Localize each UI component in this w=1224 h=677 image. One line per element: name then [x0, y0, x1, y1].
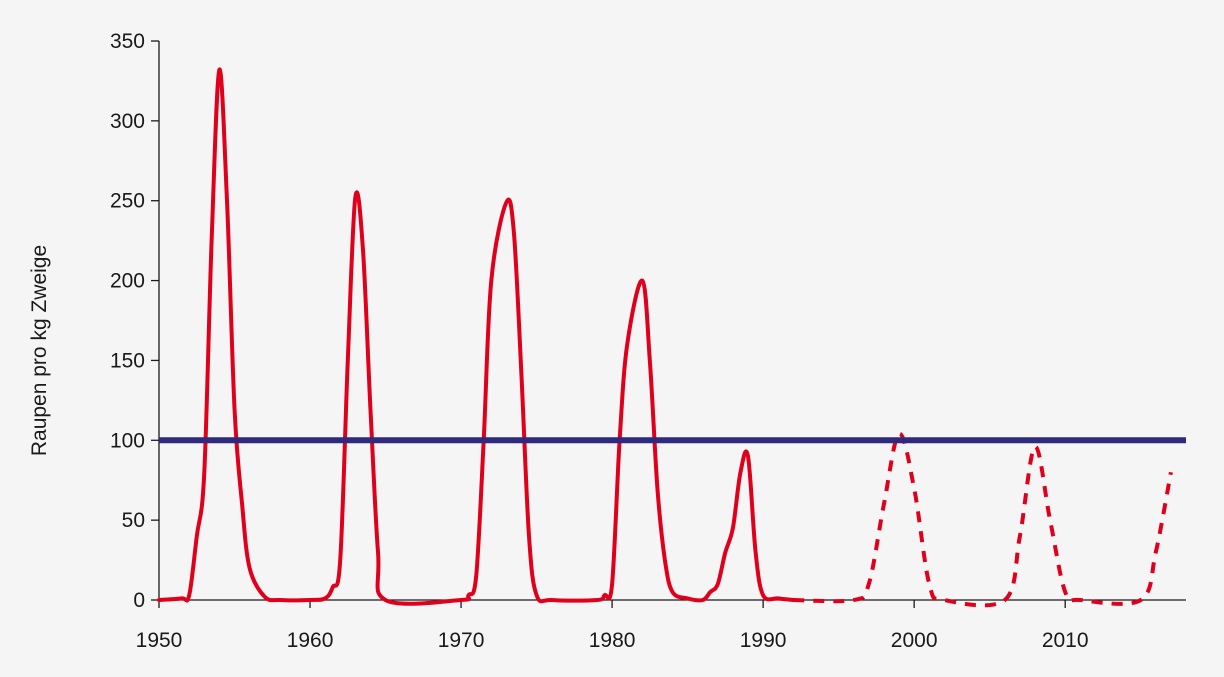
x-tick-label: 2000 — [891, 629, 938, 652]
y-tick-label: 350 — [110, 30, 145, 53]
x-tick-label: 2010 — [1042, 629, 1089, 652]
y-tick-label: 300 — [110, 110, 145, 133]
y-tick-label: 250 — [110, 190, 145, 213]
y-tick-label: 200 — [110, 270, 145, 293]
series-line-solid — [157, 67, 796, 606]
y-tick-label: 50 — [122, 509, 145, 532]
y-axis-title: Raupen pro kg Zweige — [28, 245, 51, 456]
y-tick-label: 150 — [110, 349, 145, 372]
x-tick-label: 1950 — [136, 629, 183, 652]
x-tick-label: 1980 — [589, 629, 636, 652]
x-tick-label: 1990 — [740, 629, 787, 652]
axes: 0 50 100 150 200 250 300 350 1950 1960 1970 1980 199… — [110, 30, 1186, 652]
x-tick-label: 1960 — [287, 629, 334, 652]
chart-marks — [157, 67, 1186, 608]
series-line-dashed — [793, 431, 1173, 608]
x-tick-label: 1970 — [438, 629, 485, 652]
y-tick-label: 100 — [110, 429, 145, 452]
y-tick-label: 0 — [133, 589, 145, 612]
